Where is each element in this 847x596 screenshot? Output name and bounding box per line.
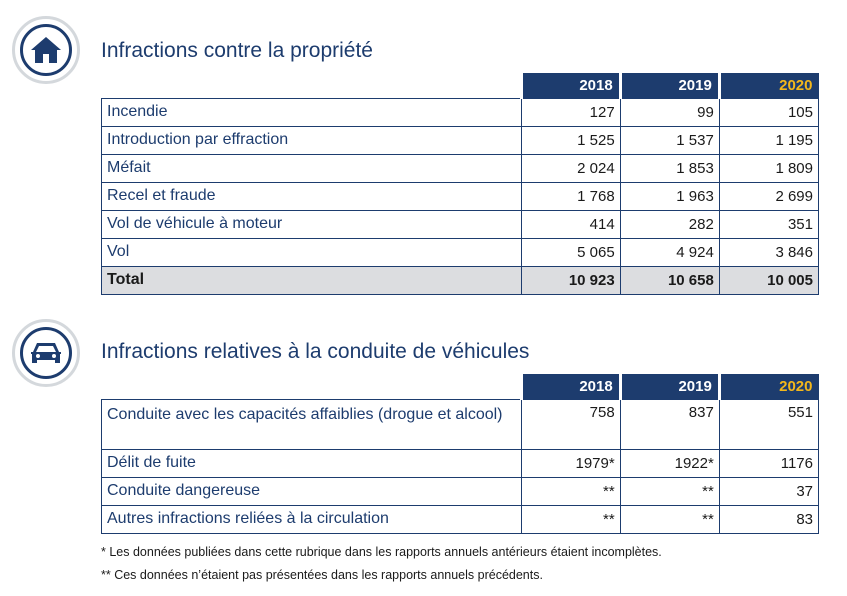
cell-value: ** xyxy=(619,476,720,506)
table-row: Conduite dangereuse ** ** 37 xyxy=(101,476,820,506)
table-row: Conduite avec les capacités affaiblies (… xyxy=(101,398,820,450)
table-row: Autres infractions reliées à la circulat… xyxy=(101,504,820,534)
total-label: Total xyxy=(101,265,522,295)
table-row: Vol de véhicule à moteur 414 282 351 xyxy=(101,209,820,239)
table-header-row: 2018 2019 2020 xyxy=(101,374,819,399)
cell-value: 3 846 xyxy=(718,237,820,267)
row-label: Conduite dangereuse xyxy=(101,476,522,506)
table-row: Recel et fraude 1 768 1 963 2 699 xyxy=(101,181,820,211)
cell-value: ** xyxy=(619,504,720,534)
row-label: Conduite avec les capacités affaiblies (… xyxy=(101,398,522,450)
property-section-icon-badge xyxy=(12,16,80,84)
cell-value: 1 963 xyxy=(619,181,720,211)
table-row: Introduction par effraction 1 525 1 537 … xyxy=(101,125,820,155)
cell-value: 351 xyxy=(718,209,820,239)
year-header: 2019 xyxy=(618,73,720,98)
footnote-incomplete-data: * Les données publiées dans cette rubriq… xyxy=(101,545,662,559)
cell-value: 127 xyxy=(520,97,621,127)
cell-value: 1 768 xyxy=(520,181,621,211)
year-header: 2018 xyxy=(519,374,621,399)
cell-value: 1176 xyxy=(718,448,820,478)
cell-value: 758 xyxy=(520,398,621,450)
row-label: Recel et fraude xyxy=(101,181,522,211)
row-label: Méfait xyxy=(101,153,522,183)
cell-value: 1 525 xyxy=(520,125,621,155)
driving-section-icon-badge xyxy=(12,319,80,387)
cell-value: 99 xyxy=(619,97,720,127)
row-label: Introduction par effraction xyxy=(101,125,522,155)
cell-value: 414 xyxy=(520,209,621,239)
total-value: 10 005 xyxy=(718,265,820,295)
table-row: Délit de fuite 1979* 1922* 1176 xyxy=(101,448,820,478)
table-row: Méfait 2 024 1 853 1 809 xyxy=(101,153,820,183)
cell-value: 2 024 xyxy=(520,153,621,183)
cell-value: 1 809 xyxy=(718,153,820,183)
table-header-row: 2018 2019 2020 xyxy=(101,73,819,98)
row-label: Vol de véhicule à moteur xyxy=(101,209,522,239)
driving-section-title: Infractions relatives à la conduite de v… xyxy=(101,340,530,363)
total-value: 10 923 xyxy=(520,265,621,295)
year-header-current: 2020 xyxy=(717,374,819,399)
cell-value: ** xyxy=(520,476,621,506)
row-label: Autres infractions reliées à la circulat… xyxy=(101,504,522,534)
cell-value: 4 924 xyxy=(619,237,720,267)
row-label: Incendie xyxy=(101,97,522,127)
table-row: Incendie 127 99 105 xyxy=(101,97,820,127)
cell-value: 2 699 xyxy=(718,181,820,211)
property-crimes-table: 2018 2019 2020 Incendie 127 99 105 Intro… xyxy=(101,73,820,295)
cell-value: 105 xyxy=(718,97,820,127)
header-blank xyxy=(101,73,522,98)
cell-value: 1 853 xyxy=(619,153,720,183)
total-value: 10 658 xyxy=(619,265,720,295)
year-header-current: 2020 xyxy=(717,73,819,98)
year-header: 2018 xyxy=(519,73,621,98)
cell-value: 1 195 xyxy=(718,125,820,155)
header-blank xyxy=(101,374,522,399)
cell-value: 551 xyxy=(718,398,820,450)
cell-value: 83 xyxy=(718,504,820,534)
house-icon xyxy=(31,37,61,63)
row-label: Vol xyxy=(101,237,522,267)
footnote-not-presented: ** Ces données n’étaient pas présentées … xyxy=(101,568,543,582)
row-label: Délit de fuite xyxy=(101,448,522,478)
year-header: 2019 xyxy=(618,374,720,399)
cell-value: ** xyxy=(520,504,621,534)
cell-value: 1979* xyxy=(520,448,621,478)
cell-value: 37 xyxy=(718,476,820,506)
total-row: Total 10 923 10 658 10 005 xyxy=(101,265,820,295)
cell-value: 837 xyxy=(619,398,720,450)
driving-offences-table: 2018 2019 2020 Conduite avec les capacit… xyxy=(101,374,820,534)
cell-value: 1 537 xyxy=(619,125,720,155)
property-section-title: Infractions contre la propriété xyxy=(101,39,373,62)
table-row: Vol 5 065 4 924 3 846 xyxy=(101,237,820,267)
car-icon xyxy=(31,343,61,363)
cell-value: 282 xyxy=(619,209,720,239)
cell-value: 1922* xyxy=(619,448,720,478)
cell-value: 5 065 xyxy=(520,237,621,267)
